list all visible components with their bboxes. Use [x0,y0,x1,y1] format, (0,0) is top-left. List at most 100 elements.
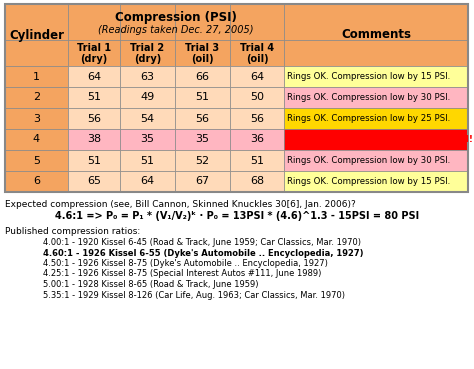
Bar [5,4,68,40]
Text: (oil): (oil) [191,54,214,64]
Bar [68,171,120,192]
Text: (dry): (dry) [81,54,108,64]
Text: 51: 51 [87,93,101,103]
Text: 67: 67 [195,176,210,186]
Bar [175,40,230,66]
Text: Trial 1: Trial 1 [77,43,111,53]
Text: Trial 4: Trial 4 [240,43,274,53]
Bar [175,4,230,40]
Bar [120,129,175,150]
Text: 50: 50 [250,93,264,103]
Bar [230,129,284,150]
Bar [175,150,230,171]
Bar [120,108,175,129]
Bar [120,66,175,87]
Bar [5,40,68,66]
Text: 51: 51 [250,155,264,166]
Text: Rings OK. Compression low by 30 PSI.: Rings OK. Compression low by 30 PSI. [287,156,450,165]
Bar [175,129,230,150]
Bar [68,129,120,150]
Text: 4.25:1 - 1926 Kissel 8-75 (Special Interest Autos #111, June 1989): 4.25:1 - 1926 Kissel 8-75 (Special Inter… [43,269,321,279]
Bar [230,150,284,171]
Text: 52: 52 [195,155,210,166]
Bar [5,87,68,108]
Text: Rings OK. Compression low by 15 PSI.: Rings OK. Compression low by 15 PSI. [287,72,450,81]
Bar [120,40,175,66]
Bar [5,4,468,192]
Bar [5,171,68,192]
Bar [68,4,120,40]
Bar [284,129,468,150]
Bar [5,129,68,150]
Text: Rings OK. Compression low by 45 PSI!: Rings OK. Compression low by 45 PSI! [287,135,473,144]
Text: 1: 1 [33,72,40,82]
Text: Published compression ratios:: Published compression ratios: [5,227,140,236]
Text: 65: 65 [87,176,101,186]
Bar [284,108,468,129]
Bar [284,4,468,40]
Text: Comments: Comments [341,28,411,41]
Text: 51: 51 [195,93,210,103]
Text: 3: 3 [33,114,40,124]
Bar [230,66,284,87]
Bar [5,66,68,87]
Text: (oil): (oil) [246,54,268,64]
Text: 51: 51 [87,155,101,166]
Text: 51: 51 [140,155,155,166]
Bar [5,150,68,171]
Text: 6: 6 [33,176,40,186]
Bar [68,108,120,129]
Text: Cylinder: Cylinder [9,28,64,41]
Bar [175,108,230,129]
Bar [120,4,175,40]
Bar [230,108,284,129]
Text: 54: 54 [140,114,155,124]
Text: 64: 64 [140,176,155,186]
Text: Rings OK. Compression low by 25 PSI.: Rings OK. Compression low by 25 PSI. [287,114,450,123]
Text: (dry): (dry) [134,54,161,64]
Text: 66: 66 [195,72,210,82]
Text: 35: 35 [140,134,155,145]
Bar [120,87,175,108]
Text: 4: 4 [33,134,40,145]
Text: Trial 2: Trial 2 [130,43,164,53]
Text: 56: 56 [87,114,101,124]
Text: 64: 64 [250,72,264,82]
Bar [68,87,120,108]
Bar [175,66,230,87]
Text: 5.35:1 - 1929 Kissel 8-126 (Car Life, Aug. 1963; Car Classics, Mar. 1970): 5.35:1 - 1929 Kissel 8-126 (Car Life, Au… [43,290,345,300]
Text: Expected compression (see, Bill Cannon, Skinned Knuckles 30[6], Jan. 2006)?: Expected compression (see, Bill Cannon, … [5,200,356,209]
Bar [175,171,230,192]
Bar [5,108,68,129]
Text: 56: 56 [250,114,264,124]
Text: Rings OK. Compression low by 15 PSI.: Rings OK. Compression low by 15 PSI. [287,177,450,186]
Bar [175,87,230,108]
Bar [284,40,468,66]
Bar [68,66,120,87]
Text: 68: 68 [250,176,264,186]
Text: 63: 63 [140,72,155,82]
Text: 2: 2 [33,93,40,103]
Text: 5: 5 [33,155,40,166]
Text: 56: 56 [195,114,210,124]
Text: Rings OK. Compression low by 30 PSI.: Rings OK. Compression low by 30 PSI. [287,93,450,102]
Text: 38: 38 [87,134,101,145]
Text: 49: 49 [140,93,155,103]
Text: Compression (PSI): Compression (PSI) [115,10,237,24]
Text: 4.6:1 => P₀ = P₁ * (V₁/V₂)ᵏ · P₀ = 13PSI * (4.6)^1.3 - 15PSI = 80 PSI: 4.6:1 => P₀ = P₁ * (V₁/V₂)ᵏ · P₀ = 13PSI… [55,211,419,221]
Text: 4.60:1 - 1926 Kissel 6-55 (Dyke's Automobile .. Encyclopedia, 1927): 4.60:1 - 1926 Kissel 6-55 (Dyke's Automo… [43,248,364,258]
Text: Trial 3: Trial 3 [185,43,219,53]
Text: 64: 64 [87,72,101,82]
Text: 35: 35 [195,134,210,145]
Bar [284,150,468,171]
Text: 4.00:1 - 1920 Kissel 6-45 (Road & Track, June 1959; Car Classics, Mar. 1970): 4.00:1 - 1920 Kissel 6-45 (Road & Track,… [43,238,361,247]
Bar [230,171,284,192]
Bar [284,66,468,87]
Bar [120,150,175,171]
Text: 5.00:1 - 1928 Kissel 8-65 (Road & Track, June 1959): 5.00:1 - 1928 Kissel 8-65 (Road & Track,… [43,280,258,289]
Bar [230,87,284,108]
Text: 36: 36 [250,134,264,145]
Text: (Readings taken Dec. 27, 2005): (Readings taken Dec. 27, 2005) [98,25,254,35]
Bar [68,150,120,171]
Bar [68,40,120,66]
